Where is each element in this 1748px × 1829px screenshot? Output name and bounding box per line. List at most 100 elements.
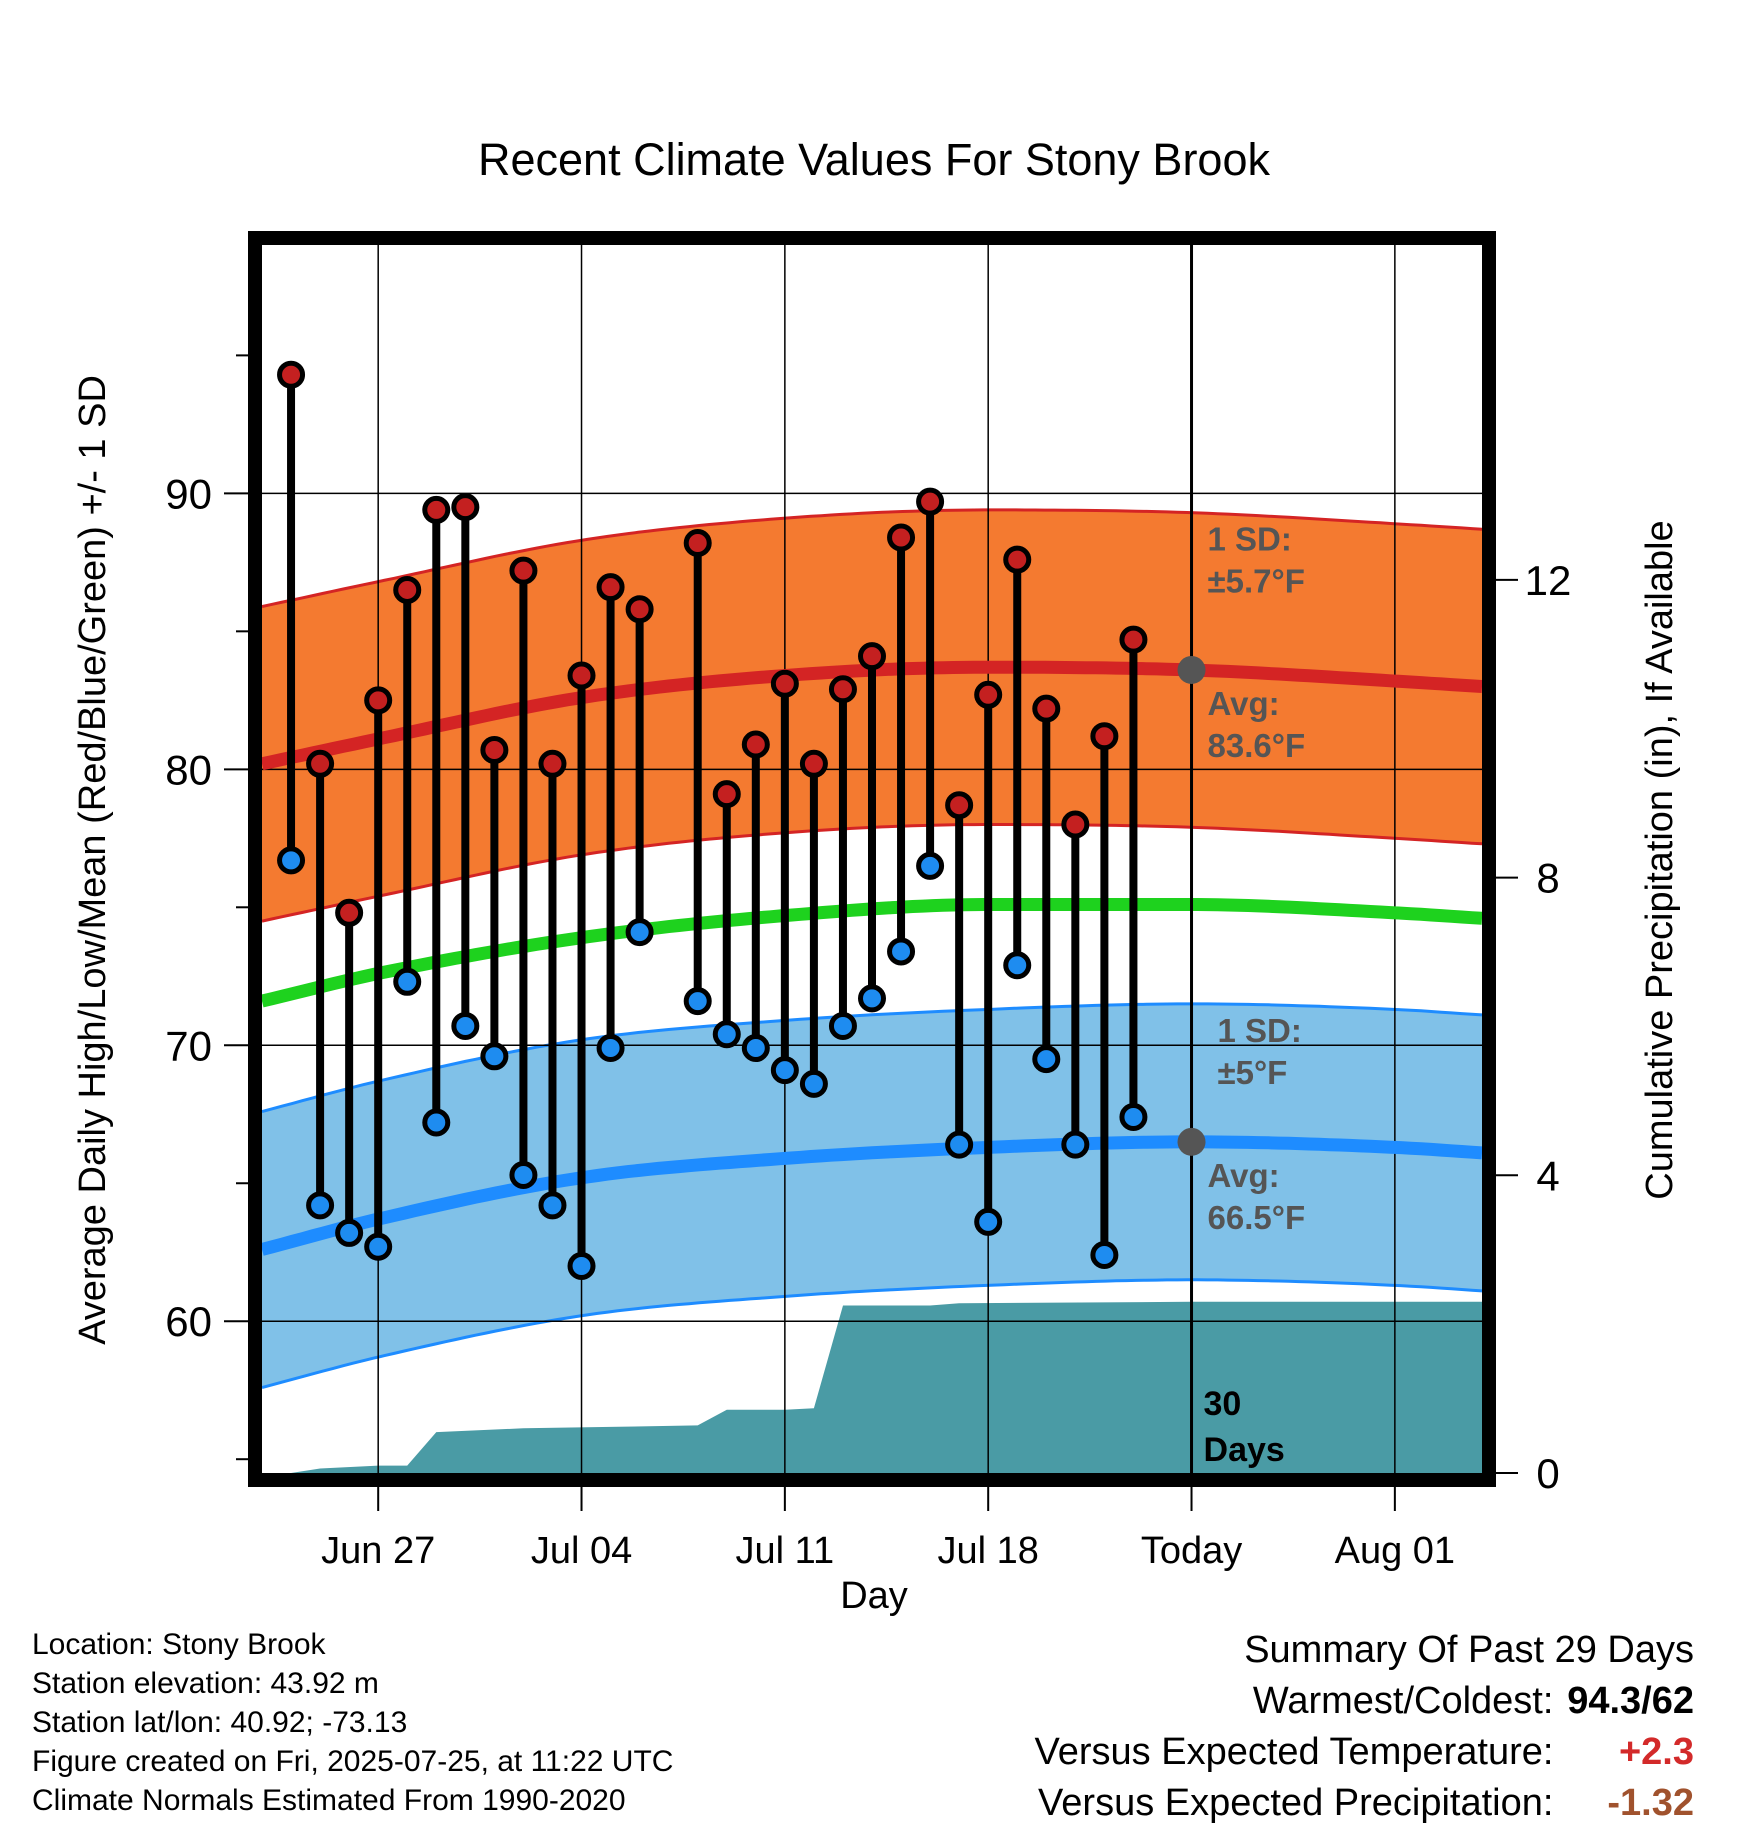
daily-high-marker: [335, 898, 364, 927]
daily-low-marker: [1090, 1240, 1119, 1269]
high-sd-value: ±5.7°F: [1208, 563, 1305, 600]
daily-low-marker: [538, 1191, 567, 1220]
daily-low-marker: [712, 1020, 741, 1049]
created-text: Figure created on Fri, 2025-07-25, at 11…: [32, 1745, 674, 1778]
daily-low-marker: [335, 1218, 364, 1247]
daily-high-marker: [916, 487, 945, 516]
low-sd-upper-line: [262, 1002, 1482, 1113]
x-tick-label: Jun 27: [321, 1530, 435, 1572]
y2-tick-label: 12: [1525, 557, 1572, 604]
temp-departure-value: +2.3: [1618, 1731, 1694, 1773]
normals-text: Climate Normals Estimated From 1990-2020: [32, 1784, 626, 1817]
daily-high-marker: [364, 686, 393, 715]
daily-high-marker: [683, 529, 712, 558]
y2-tick-label: 4: [1536, 1152, 1559, 1199]
y-axis-label: Average Daily High/Low/Mean (Red/Blue/Gr…: [72, 375, 114, 1345]
low-sd-label: 1 SD:: [1218, 1012, 1302, 1049]
daily-low-marker: [858, 984, 886, 1013]
low-sd-band: [262, 1003, 1482, 1388]
daily-high-marker: [1032, 694, 1061, 723]
today-high-normal-marker: [1177, 655, 1206, 684]
plot-content: [262, 245, 1482, 1473]
y2-axis-label: Cumulative Precipitation (in), If Availa…: [1639, 520, 1681, 1199]
x-axis-label: Day: [840, 1575, 908, 1617]
y-tick-label: 70: [165, 1022, 212, 1069]
daily-low-marker: [887, 937, 916, 966]
summary-panel: Summary Of Past 29 Days Warmest/Coldest:…: [1035, 1625, 1694, 1829]
station-info: Location: Stony Brook Station elevation:…: [32, 1625, 673, 1820]
daily-low-marker: [567, 1252, 596, 1281]
daily-low-marker: [1032, 1045, 1061, 1074]
daily-low-marker: [625, 918, 654, 947]
precip-departure-row: Versus Expected Precipitation: -1.32: [1035, 1778, 1694, 1829]
x-tick-label: Jul 04: [531, 1530, 632, 1572]
elevation-text: Station elevation: 43.92 m: [32, 1667, 379, 1700]
daily-high-marker: [1119, 625, 1148, 654]
y-tick-label: 90: [165, 470, 212, 517]
normal-low-line: [262, 1135, 1482, 1256]
daily-high-marker: [509, 556, 538, 585]
plot-area: 1 SD: ±5.7°F Avg: 83.6°F 1 SD: ±5°F Avg: 66.5°F…: [165, 231, 1572, 1572]
daily-high-marker: [770, 669, 799, 698]
low-avg-label: Avg:: [1208, 1157, 1280, 1194]
daily-low-marker: [1003, 951, 1032, 980]
daily-high-marker: [945, 791, 974, 820]
daily-low-marker: [306, 1191, 335, 1220]
window-days-number: 30: [1204, 1385, 1242, 1423]
daily-low-marker: [683, 987, 712, 1016]
today-low-normal-marker: [1177, 1127, 1206, 1156]
high-avg-label: Avg:: [1208, 685, 1280, 722]
temp-departure-label: Versus Expected Temperature:: [1034, 1731, 1554, 1773]
daily-low-marker: [422, 1108, 451, 1137]
daily-high-marker: [625, 595, 654, 624]
window-days-unit: Days: [1204, 1431, 1285, 1469]
chart-title: Recent Climate Values For Stony Brook: [478, 134, 1271, 185]
daily-high-marker: [1090, 722, 1119, 751]
daily-low-marker: [1061, 1130, 1090, 1159]
daily-high-marker: [480, 735, 509, 764]
daily-high-marker: [974, 680, 1003, 709]
daily-low-marker: [509, 1160, 538, 1189]
daily-high-marker: [741, 730, 770, 759]
daily-high-marker: [306, 749, 335, 778]
x-tick-label: Aug 01: [1335, 1530, 1455, 1572]
low-sd-lower-line: [262, 1278, 1482, 1389]
daily-high-marker: [277, 360, 306, 389]
daily-low-marker: [364, 1232, 393, 1261]
daily-low-marker: [1119, 1103, 1148, 1132]
high-sd-label: 1 SD:: [1208, 521, 1292, 558]
daily-low-marker: [741, 1034, 770, 1063]
summary-heading: Summary Of Past 29 Days: [1244, 1629, 1694, 1671]
daily-high-marker: [712, 780, 741, 809]
daily-low-marker: [799, 1069, 828, 1098]
daily-high-marker: [1061, 810, 1090, 839]
warmest-coldest-row: Warmest/Coldest: 94.3/62: [1035, 1676, 1694, 1727]
daily-high-marker: [887, 523, 916, 552]
location-text: Location: Stony Brook: [32, 1628, 326, 1661]
daily-high-marker: [799, 749, 828, 778]
y-tick-label: 60: [165, 1298, 212, 1345]
x-tick-label: Today: [1141, 1530, 1242, 1572]
daily-low-marker: [770, 1056, 799, 1085]
latlon-text: Station lat/lon: 40.92; -73.13: [32, 1706, 408, 1739]
climate-chart: Recent Climate Values For Stony Brook 1 …: [72, 134, 1681, 1617]
daily-high-marker: [567, 661, 596, 690]
precip-area: [262, 1301, 1482, 1473]
daily-low-marker: [974, 1207, 1003, 1236]
daily-low-marker: [480, 1042, 509, 1071]
warmest-coldest-label: Warmest/Coldest:: [1252, 1680, 1554, 1722]
y-tick-label: 80: [165, 746, 212, 793]
daily-high-marker: [451, 493, 480, 522]
daily-high-marker: [538, 749, 567, 778]
daily-high-marker: [858, 642, 886, 671]
daily-low-marker: [945, 1130, 974, 1159]
low-sd-value: ±5°F: [1218, 1054, 1288, 1091]
daily-low-marker: [916, 851, 945, 880]
daily-low-marker: [393, 967, 422, 996]
daily-high-marker: [422, 495, 451, 524]
daily-low-marker: [828, 1011, 857, 1040]
daily-high-marker: [1003, 545, 1032, 574]
precip-departure-label: Versus Expected Precipitation:: [1038, 1782, 1554, 1824]
daily-high-marker: [596, 573, 625, 602]
daily-high-marker: [828, 675, 857, 704]
